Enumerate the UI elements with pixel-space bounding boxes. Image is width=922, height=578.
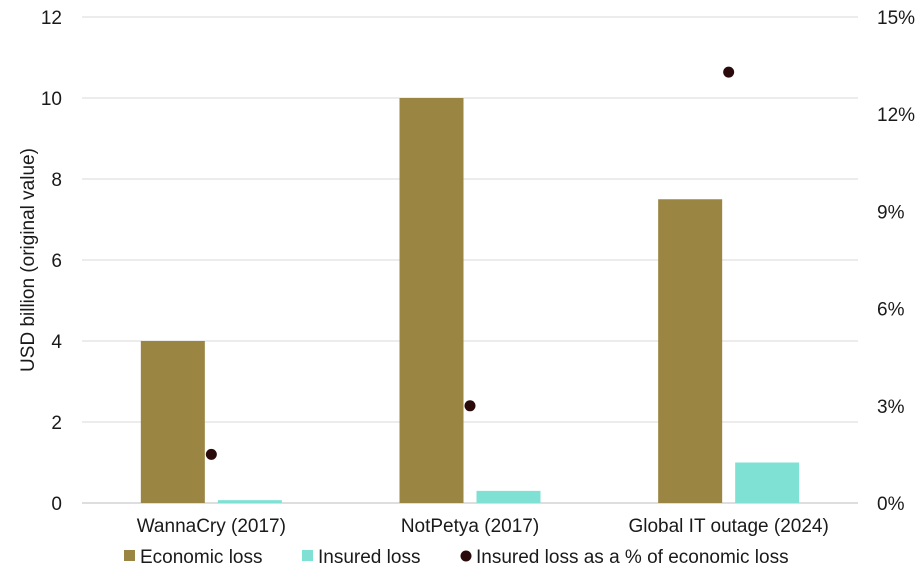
- legend-label: Insured loss as a % of economic loss: [476, 547, 789, 568]
- y2-tick-label: 15%: [877, 8, 915, 29]
- economic-loss-bar: [399, 98, 464, 503]
- y-tick-label: 0: [51, 494, 62, 515]
- left-axis-ticks: 0 2 4 6 8 10 12: [41, 8, 63, 515]
- x-tick-label: NotPetya (2017): [401, 516, 539, 537]
- y-tick-label: 8: [51, 170, 62, 191]
- economic-loss-bar: [658, 199, 723, 503]
- legend: Economic loss Insured loss Insured loss as…: [124, 547, 789, 568]
- bars: [140, 98, 800, 503]
- insured-loss-bar: [735, 462, 800, 503]
- economic-loss-bar: [140, 341, 205, 503]
- y-axis-label: USD billion (original value): [18, 148, 39, 372]
- x-tick-label: Global IT outage (2024): [628, 516, 828, 537]
- legend-label: Economic loss: [140, 547, 263, 568]
- y-tick-label: 4: [51, 332, 62, 353]
- y2-tick-label: 0%: [877, 494, 905, 515]
- insured-loss-bar: [217, 500, 282, 503]
- y-tick-label: 12: [41, 8, 62, 29]
- y2-tick-label: 12%: [877, 105, 915, 126]
- insured-share-point: [205, 448, 217, 460]
- legend-swatch: [460, 550, 472, 562]
- points: [205, 66, 735, 460]
- insured-loss-bar: [476, 490, 541, 503]
- y-tick-label: 10: [41, 89, 62, 110]
- y2-tick-label: 6%: [877, 300, 905, 321]
- insured-share-point: [723, 66, 735, 78]
- y2-tick-label: 9%: [877, 202, 905, 223]
- y2-tick-label: 3%: [877, 397, 905, 418]
- legend-swatch: [124, 550, 135, 561]
- x-tick-label: WannaCry (2017): [137, 516, 286, 537]
- legend-label: Insured loss: [318, 547, 420, 568]
- insured-share-point: [464, 400, 476, 412]
- gridlines: [82, 16, 858, 504]
- y-tick-label: 2: [51, 413, 62, 434]
- x-axis-ticks: WannaCry (2017) NotPetya (2017) Global IT …: [137, 516, 829, 537]
- right-axis-ticks: 0% 3% 6% 9% 12% 15%: [877, 8, 915, 515]
- y-tick-label: 6: [51, 251, 62, 272]
- legend-swatch: [302, 550, 313, 561]
